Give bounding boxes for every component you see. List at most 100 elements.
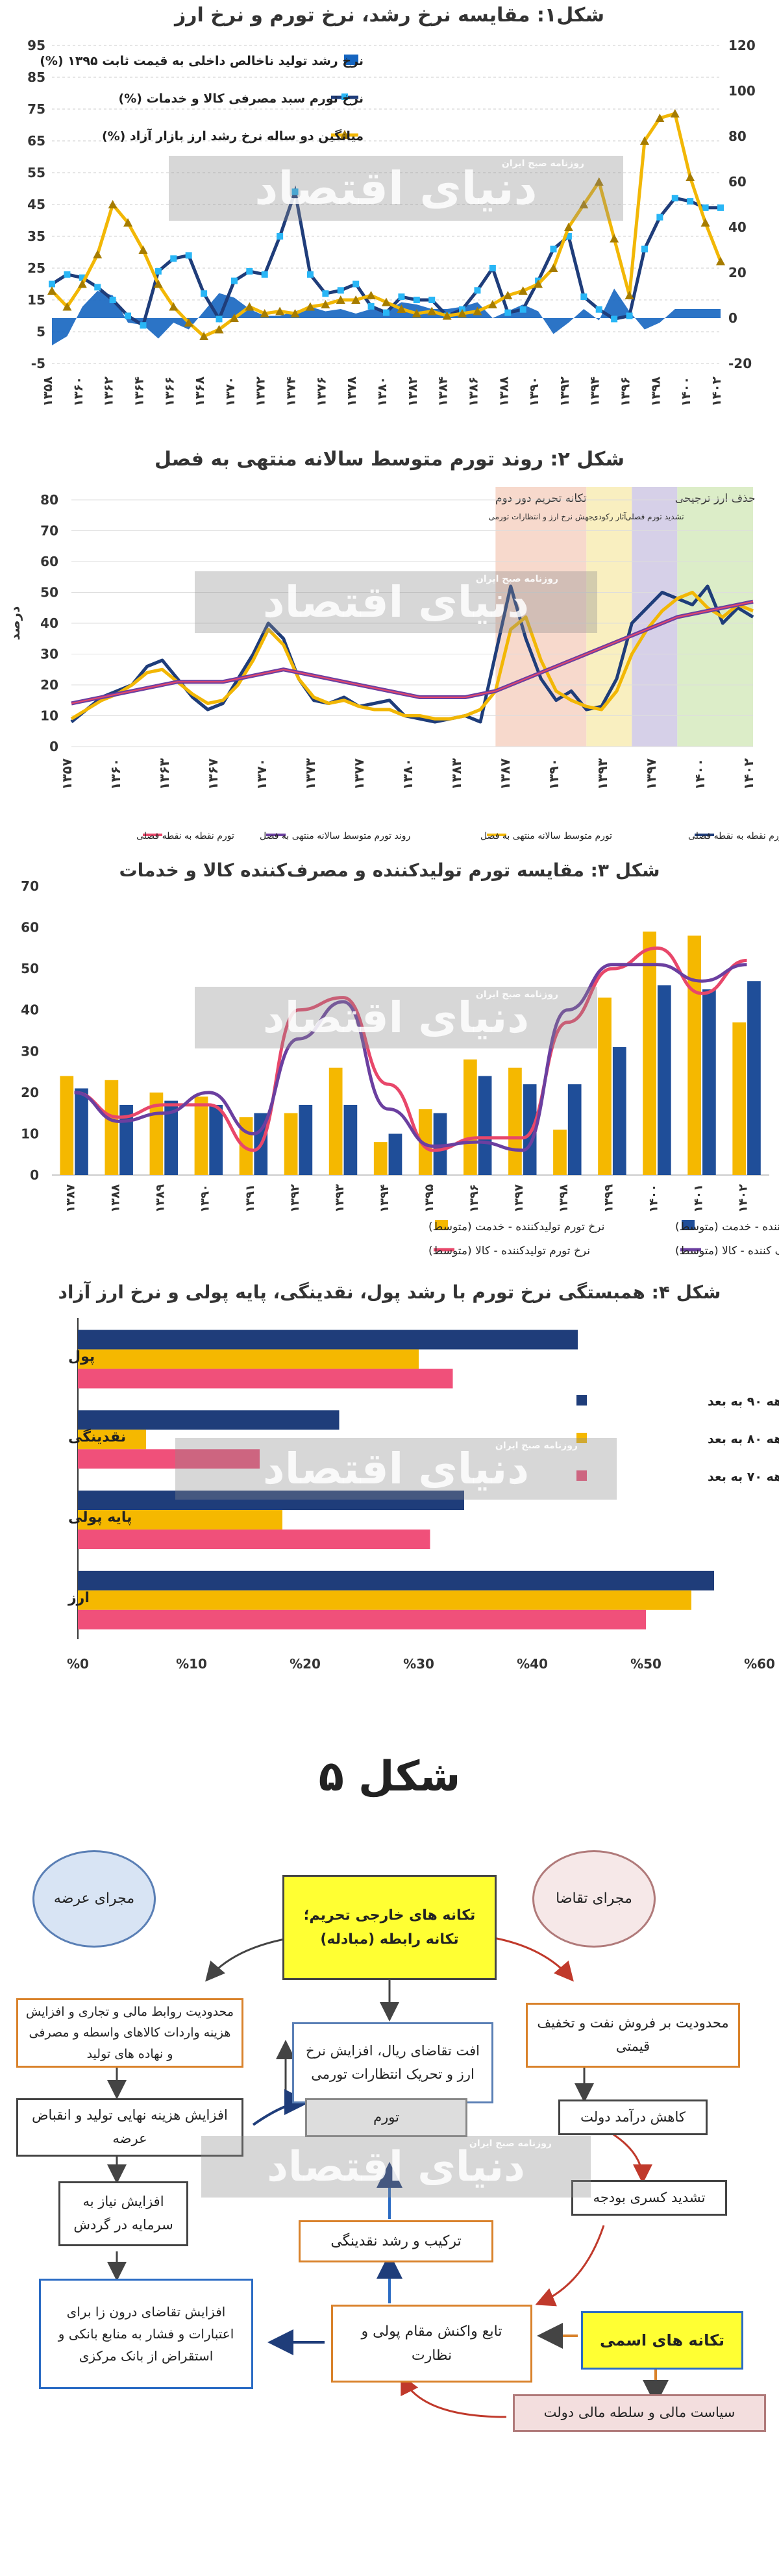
y-tick-left: 65 — [27, 133, 45, 149]
fx-point — [655, 114, 665, 122]
fx-point — [123, 218, 133, 227]
x-tick: ۱۴۰۰ — [647, 1184, 660, 1213]
inflation-point — [79, 274, 86, 281]
figure-3: شکل ۳: مقایسه تورم تولیدکننده و مصرف‌کنن… — [0, 857, 779, 1279]
inflation-point — [125, 312, 132, 319]
x-tick: ۱۴۰۲ — [710, 377, 724, 407]
x-tick: ۱۳۶۶ — [162, 377, 177, 406]
legend-label: روند تورم متوسط سالانه منتهی به فصل — [260, 831, 410, 841]
x-tick: ۱۴۰۲ — [741, 758, 756, 790]
inflation-point — [474, 287, 481, 294]
legend-marker — [341, 93, 348, 100]
x-tick: ۱۳۵۷ — [59, 758, 75, 790]
x-tick: ۱۳۹۷ — [512, 1184, 526, 1213]
inflation-point — [216, 316, 223, 323]
bar-consumer-service — [657, 985, 671, 1175]
figure-4-chart: %0 %10 %20 %30 %40 %50 %60 پول نقدینگی پایه پولی ا… — [67, 1318, 779, 1672]
credit-demand-box: افزایش تقاضای درون زا برای اعتبارات و فش… — [39, 2279, 253, 2389]
fx-point — [397, 304, 406, 313]
bar-consumer-service — [75, 1088, 88, 1175]
bar-consumer-service — [299, 1104, 313, 1175]
x-tick: ۱۴۰۰ — [679, 377, 693, 406]
fx-point — [153, 279, 163, 288]
x-tick: %10 — [176, 1656, 207, 1672]
y-tick-left: 45 — [27, 197, 45, 212]
inflation-box: تورم — [305, 2098, 467, 2137]
fx-point — [442, 311, 452, 320]
rial-demand-box: افت تقاضای ریال، افزایش نرخ ارز و تحریک … — [292, 2022, 493, 2103]
inflation-point — [277, 233, 284, 240]
category-label: ارز — [68, 1590, 90, 1606]
fx-point — [184, 318, 193, 327]
line-consumer-goods — [74, 963, 747, 1152]
inflation-point — [398, 293, 405, 301]
y-tick-right: 60 — [728, 174, 747, 190]
y-tick-right: 0 — [728, 310, 737, 326]
inflation-point — [611, 316, 618, 323]
fx-point — [336, 295, 345, 304]
legend-label: نرخ تورم مصرف کننده - کالا (متوسط) — [675, 1245, 779, 1257]
bar-consumer-service — [433, 1113, 447, 1175]
x-tick: ۱۳۸۴ — [436, 377, 451, 406]
x-tick: ۱۳۹۰ — [527, 377, 541, 406]
inflation-point — [504, 309, 512, 316]
x-tick: %20 — [290, 1656, 321, 1672]
x-tick: ۱۳۶۷ — [205, 758, 221, 790]
fx-point — [169, 302, 179, 311]
bar-0 — [78, 1570, 714, 1591]
inflation-point — [306, 271, 314, 278]
fx-point — [275, 306, 285, 316]
bar-consumer-service — [612, 1046, 626, 1175]
figure-4: شکل ۴: همبستگی نرخ تورم با رشد پول، نقدی… — [0, 1279, 779, 1701]
trend-line — [71, 601, 754, 704]
x-tick: %40 — [517, 1656, 548, 1672]
shaded-region — [677, 487, 753, 747]
y-tick: 80 — [40, 492, 58, 508]
x-tick: ۱۳۷۰ — [254, 758, 269, 790]
x-tick: ۱۳۸۰ — [400, 758, 415, 790]
y-tick-left: 5 — [36, 324, 45, 340]
x-tick: ۱۳۶۴ — [132, 377, 146, 406]
supply-channel-oval: مجرای عرضه — [32, 1850, 156, 1948]
y-tick-left: 75 — [27, 101, 45, 117]
fx-point — [62, 302, 72, 311]
x-tick: ۱۳۹۶ — [467, 1184, 481, 1213]
figure-3-chart: 70 60 50 40 30 20 10 0 ۱۳۸۷ ۱۳۸۸ ۱۳۸۹ ۱۳۹۰ ۱۳۹۱ ۱۳۹۲ ۱… — [21, 878, 779, 1257]
y-tick-right: 100 — [728, 83, 756, 99]
x-tick: ۱۳۹۲ — [288, 1184, 302, 1213]
legend-label: تورم نقطه به نقطه فصلی — [688, 831, 779, 841]
bar-consumer-service — [388, 1133, 402, 1175]
legend-label: تورم متوسط سالانه منتهی به فصل — [480, 831, 612, 841]
bar-0 — [78, 1491, 464, 1511]
x-tick: ۱۳۸۰ — [375, 377, 390, 406]
y-tick: 10 — [40, 708, 58, 724]
inflation-point — [109, 297, 116, 303]
x-tick: ۱۳۸۶ — [466, 377, 480, 406]
figure-1-chart: 95 85 75 65 55 45 35 25 15 5 -5 120 100 80 60 40 20 0 -20 ۱… — [27, 38, 756, 407]
working-capital-box: افزایش نیاز به سرمایه در گردش — [58, 2181, 188, 2246]
inflation-point — [230, 277, 238, 284]
inflation-point — [94, 284, 101, 291]
legend-swatch — [435, 1220, 448, 1230]
x-tick: ۱۳۸۸ — [497, 377, 511, 407]
watermark: دنیای اقتصاد روزنامه صبح ایران — [195, 571, 597, 633]
x-tick: ۱۳۷۷ — [351, 758, 367, 790]
inflation-point — [550, 245, 557, 253]
y-tick-left: 95 — [27, 38, 45, 53]
legend-swatch — [682, 1220, 695, 1230]
fx-point — [47, 286, 56, 295]
y-tick-right: 80 — [728, 129, 747, 144]
y-tick-left: -5 — [31, 356, 45, 371]
y-tick: 20 — [21, 1085, 39, 1100]
fx-point — [412, 309, 421, 317]
legend-label: نرخ رشد تولید ناخالص داخلی به قیمت ثابت … — [40, 54, 364, 68]
bar-producer-service — [328, 1067, 343, 1175]
category-label: پول — [68, 1349, 95, 1365]
x-tick: ۱۳۶۲ — [102, 377, 116, 407]
fx-point — [305, 302, 315, 311]
x-tick: ۱۳۸۹ — [154, 1184, 167, 1213]
fx-point — [427, 306, 437, 316]
y-tick-left: 35 — [27, 229, 45, 244]
inflation-point — [595, 306, 602, 313]
fx-point — [290, 309, 300, 317]
